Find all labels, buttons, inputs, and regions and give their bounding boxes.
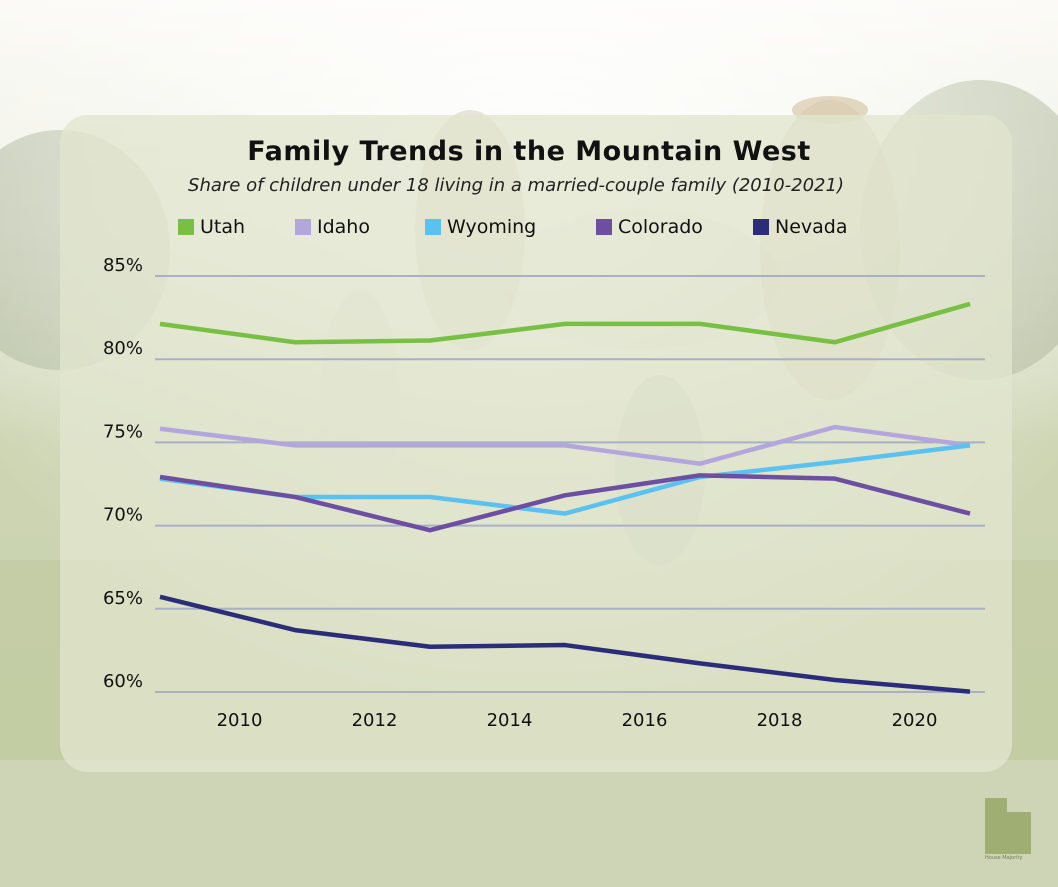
y-tick-label: 80%	[103, 338, 143, 359]
series-line-colorado	[159, 473, 971, 533]
legend-label-idaho: Idaho	[317, 216, 370, 238]
legend-label-nevada: Nevada	[775, 216, 848, 238]
legend-item-utah: Utah	[178, 216, 245, 238]
series-line-idaho	[159, 424, 971, 466]
series-line-nevada	[159, 594, 971, 694]
y-tick-label: 70%	[103, 505, 143, 526]
y-tick-label: 75%	[103, 421, 143, 442]
x-tick-label: 2012	[352, 710, 398, 731]
legend-swatch-colorado	[596, 219, 612, 235]
x-tick-label: 2016	[622, 710, 668, 731]
y-tick-label: 85%	[103, 255, 143, 276]
x-tick-label: 2014	[487, 710, 533, 731]
x-tick-label: 2018	[757, 710, 803, 731]
y-tick-label: 60%	[103, 671, 143, 692]
legend-label-colorado: Colorado	[618, 216, 703, 238]
legend-swatch-wyoming	[425, 219, 441, 235]
legend-label-wyoming: Wyoming	[447, 216, 537, 238]
legend-item-nevada: Nevada	[753, 216, 848, 238]
x-tick-label: 2010	[217, 710, 263, 731]
house-majority-logo	[985, 798, 1031, 854]
chart-subtitle: Share of children under 18 living in a m…	[188, 175, 844, 196]
legend-item-wyoming: Wyoming	[425, 216, 536, 238]
series-line-utah	[159, 301, 971, 345]
x-tick-label: 2020	[892, 710, 938, 731]
chart-title: Family Trends in the Mountain West	[247, 136, 811, 167]
series-line-wyoming	[159, 443, 971, 516]
legend-swatch-utah	[178, 219, 194, 235]
legend-item-idaho: Idaho	[295, 216, 370, 238]
legend-swatch-nevada	[753, 219, 769, 235]
logo-text: House Majority	[985, 855, 1023, 861]
utah-shape-icon	[985, 798, 1031, 854]
legend-label-utah: Utah	[200, 216, 246, 238]
chart-legend: Utah Idaho Wyoming Colorado Nevada	[0, 216, 1058, 242]
y-tick-label: 65%	[103, 588, 143, 609]
legend-item-colorado: Colorado	[596, 216, 703, 238]
legend-swatch-idaho	[295, 219, 311, 235]
